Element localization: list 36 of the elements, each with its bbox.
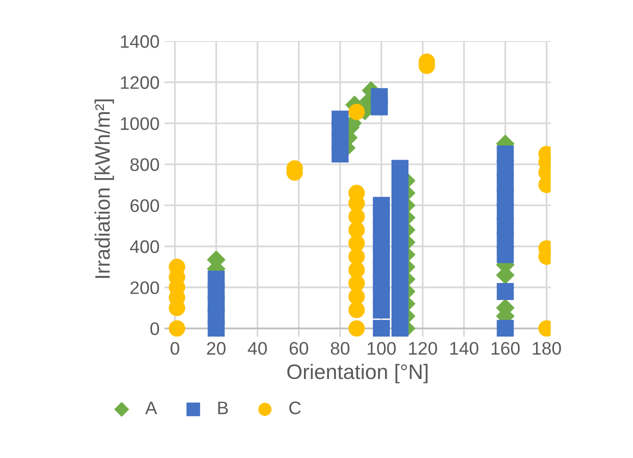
y-axis-title: Irradiation [kWh/m²] <box>94 100 114 278</box>
point <box>348 104 365 120</box>
y-tick-label: 1000 <box>120 117 160 130</box>
point <box>168 320 186 337</box>
y-tick-label: 600 <box>130 199 160 212</box>
x-tick-label: 0 <box>170 342 180 355</box>
point <box>372 320 390 337</box>
point <box>332 110 349 128</box>
y-tick-label: 200 <box>130 281 160 294</box>
x-tick-label: 40 <box>248 342 267 355</box>
point <box>496 282 514 300</box>
x-tick-label: 140 <box>450 342 478 355</box>
point <box>348 320 365 337</box>
point <box>348 248 365 265</box>
point <box>370 88 388 106</box>
x-tick-label: 180 <box>532 342 561 355</box>
legend-label: C <box>289 402 301 414</box>
point <box>372 196 390 214</box>
point <box>496 320 514 337</box>
legend-label: B <box>218 402 228 414</box>
point <box>208 270 225 288</box>
x-tick-label: 60 <box>290 342 308 355</box>
x-tick-label: 120 <box>409 342 438 355</box>
y-tick-label: 1200 <box>120 76 160 89</box>
x-tick-label: 100 <box>368 342 396 355</box>
x-tick-label: 20 <box>207 342 226 355</box>
legend-label: A <box>145 402 158 414</box>
point <box>391 160 408 177</box>
point <box>496 146 514 163</box>
x-tick-label: 160 <box>492 342 520 355</box>
x-axis-title: Orientation [°N] <box>287 364 428 384</box>
x-tick-label: 80 <box>330 342 350 355</box>
y-tick-label: 0 <box>150 322 160 336</box>
y-tick-label: 1400 <box>120 35 160 48</box>
y-tick-label: 400 <box>130 240 160 254</box>
y-tick-label: 800 <box>130 158 160 172</box>
